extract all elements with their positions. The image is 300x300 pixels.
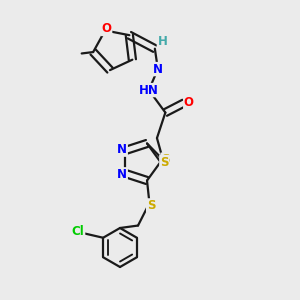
Text: O: O (102, 22, 112, 35)
Text: N: N (117, 143, 127, 156)
Text: O: O (184, 97, 194, 110)
Text: N: N (153, 63, 163, 76)
Text: HN: HN (139, 84, 159, 97)
Text: S: S (161, 153, 170, 166)
Text: S: S (160, 155, 168, 169)
Text: S: S (147, 199, 155, 212)
Text: N: N (117, 168, 127, 181)
Text: H: H (158, 35, 167, 48)
Text: Cl: Cl (72, 225, 85, 238)
